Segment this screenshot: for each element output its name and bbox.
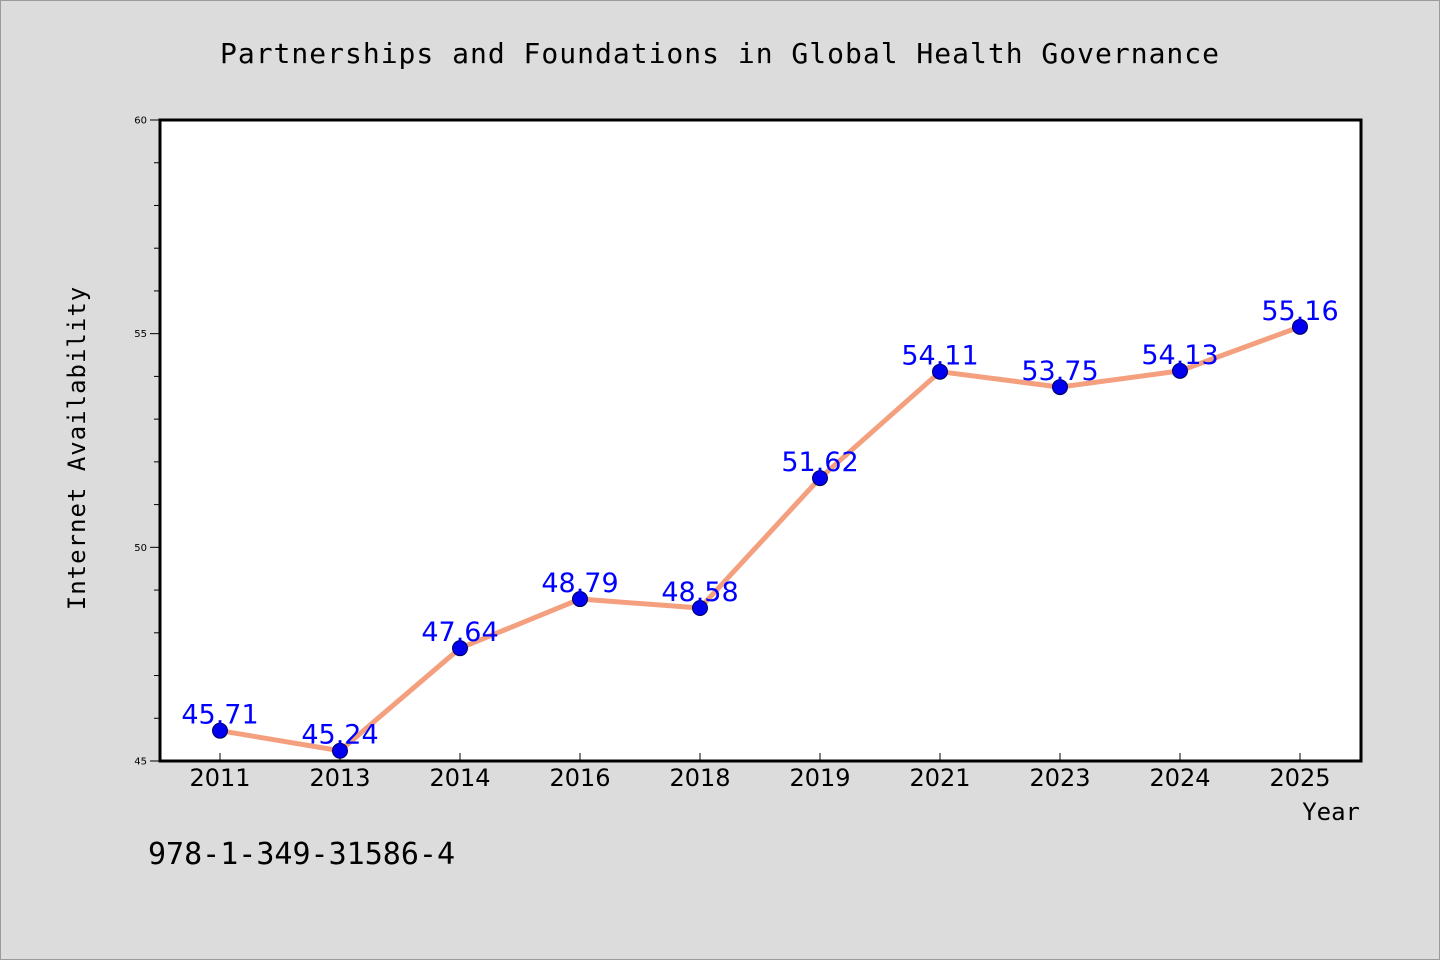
data-label: 48.79 xyxy=(541,568,618,599)
y-axis-tick-labels: 45 50 55 60 xyxy=(134,116,147,768)
x-tick-label: 2025 xyxy=(1269,764,1330,792)
y-tick-label: 55 xyxy=(134,329,147,340)
data-point-marker xyxy=(452,640,468,657)
plot-area xyxy=(158,118,1363,763)
data-point-marker xyxy=(572,591,588,608)
data-label: 54.13 xyxy=(1141,340,1218,371)
data-label: 47.64 xyxy=(421,617,498,648)
x-axis-tick-labels: 2011 2013 2014 2016 2018 2019 2021 2023 2024 2025 xyxy=(189,764,1330,792)
x-tick-label: 2016 xyxy=(549,764,610,792)
data-point-marker xyxy=(692,600,708,617)
data-point-marker xyxy=(1172,362,1188,379)
y-axis-ticks xyxy=(150,119,160,762)
data-point-marker xyxy=(932,363,948,380)
data-label: 45.71 xyxy=(181,700,258,731)
x-tick-label: 2021 xyxy=(909,764,970,792)
data-point-marker xyxy=(1052,379,1068,396)
x-tick-label: 2013 xyxy=(309,764,370,792)
data-labels: 45.71 45.24 47.64 48.79 48.58 51.62 54.11 53.75… xyxy=(181,296,1338,751)
x-axis-label: Year xyxy=(1302,798,1360,826)
chart-title: Partnerships and Foundations in Global H… xyxy=(220,37,1220,70)
x-tick-label: 2019 xyxy=(789,764,850,792)
x-tick-label: 2024 xyxy=(1149,764,1210,792)
data-label: 45.24 xyxy=(301,720,378,751)
data-label: 55.16 xyxy=(1261,296,1338,327)
y-axis-label: Internet Availability xyxy=(63,286,91,610)
data-point-marker xyxy=(812,470,828,487)
series-markers xyxy=(212,318,1308,759)
data-label: 54.11 xyxy=(901,341,978,372)
y-tick-label: 60 xyxy=(134,116,147,127)
data-label: 51.62 xyxy=(781,447,858,478)
x-tick-label: 2011 xyxy=(189,764,250,792)
data-point-marker xyxy=(332,742,348,759)
data-point-marker xyxy=(212,722,228,739)
series-line xyxy=(217,324,1303,754)
data-label: 53.75 xyxy=(1021,356,1098,387)
y-tick-label: 45 xyxy=(134,757,147,768)
data-label: 48.58 xyxy=(661,577,738,608)
footer-code: 978-1-349-31586-4 xyxy=(148,837,455,872)
x-tick-label: 2018 xyxy=(669,764,730,792)
x-tick-label: 2014 xyxy=(429,764,490,792)
data-point-marker xyxy=(1292,318,1308,335)
x-tick-label: 2023 xyxy=(1029,764,1090,792)
y-tick-label: 50 xyxy=(134,543,147,554)
